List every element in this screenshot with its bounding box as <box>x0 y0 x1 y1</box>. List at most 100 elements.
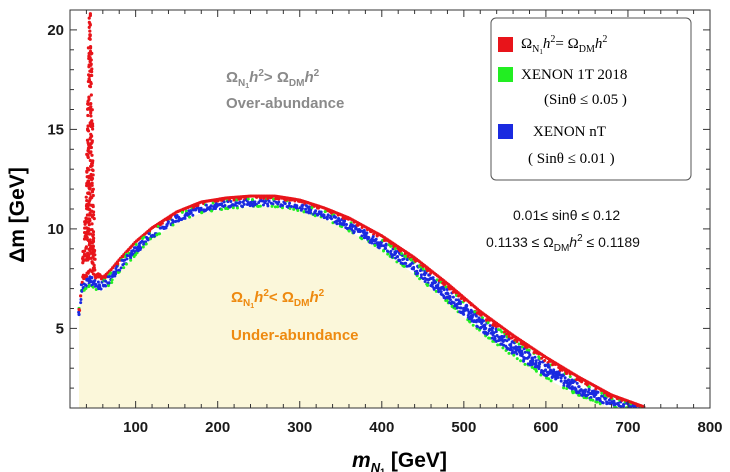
band-point <box>232 198 236 202</box>
axis-ticks: 100 200 300 400 500 600 700 800 5 10 15 20 <box>47 9 723 436</box>
band-point <box>507 337 511 341</box>
band-point <box>609 396 613 400</box>
spike-point <box>88 106 92 110</box>
under-relation-label: ΩN1h2< ΩDMh2 <box>231 288 325 310</box>
band-point <box>94 276 98 280</box>
band-point <box>373 243 377 247</box>
band-point <box>371 235 375 239</box>
band-point <box>204 203 208 207</box>
band-point <box>436 283 440 287</box>
spike-point <box>86 129 91 133</box>
spike-point <box>89 82 93 86</box>
band-point <box>549 379 553 383</box>
spike-point <box>83 222 87 226</box>
band-point <box>180 210 184 214</box>
band-point <box>543 358 547 362</box>
band-point <box>322 216 326 220</box>
band-point <box>262 196 266 200</box>
band-point <box>241 200 245 204</box>
spike-point <box>88 85 93 89</box>
band-point <box>326 213 330 217</box>
edge-point <box>77 312 81 317</box>
band-point <box>84 286 88 290</box>
spike-point <box>88 45 93 50</box>
band-point <box>96 280 100 284</box>
band-point <box>531 358 535 362</box>
x-tick-label: 600 <box>533 419 558 436</box>
band-point <box>397 259 401 263</box>
band-point <box>570 378 574 382</box>
band-point <box>431 276 435 280</box>
spike-point <box>91 213 96 217</box>
band-point <box>512 353 516 357</box>
band-point <box>394 249 398 253</box>
band-point <box>534 369 538 373</box>
band-point <box>77 307 81 312</box>
spike-point <box>90 122 95 126</box>
band-point <box>609 401 613 405</box>
band-point <box>522 359 526 363</box>
spike-point <box>89 62 93 66</box>
y-tick-label: 15 <box>47 121 64 138</box>
band-point <box>426 283 430 287</box>
x-tick-label: 700 <box>615 419 640 436</box>
band-point <box>502 334 506 338</box>
band-point <box>471 313 475 317</box>
band-point <box>471 323 475 327</box>
band-point <box>300 206 304 210</box>
band-point <box>261 199 265 203</box>
band-point <box>492 331 496 335</box>
x-tick-label: 300 <box>287 419 312 436</box>
band-point <box>79 301 83 305</box>
spike-points-group <box>77 12 97 317</box>
band-point <box>402 264 406 268</box>
band-point <box>562 386 566 390</box>
band-point <box>510 336 514 340</box>
band-point <box>345 222 348 226</box>
x-tick-label: 200 <box>205 419 230 436</box>
spike-point <box>91 127 95 131</box>
band-point <box>377 246 381 250</box>
band-point <box>90 275 94 279</box>
band-point <box>289 204 293 208</box>
band-point <box>298 206 302 210</box>
band-point <box>266 202 270 206</box>
band-point <box>475 318 479 322</box>
band-point <box>598 399 602 403</box>
band-point <box>94 288 98 292</box>
band-point <box>575 381 579 385</box>
spike-point <box>88 238 92 242</box>
band-point <box>374 237 378 241</box>
band-point <box>493 335 497 339</box>
band-point <box>360 234 364 238</box>
band-point <box>444 285 448 289</box>
band-point <box>184 209 188 213</box>
band-point <box>568 375 572 379</box>
band-point <box>304 207 308 211</box>
y-tick-label: 10 <box>47 221 64 238</box>
band-point <box>384 246 388 250</box>
spike-point <box>85 138 90 142</box>
band-point <box>342 221 346 224</box>
band-point <box>116 270 120 274</box>
band-point <box>519 359 523 363</box>
band-point <box>589 398 593 402</box>
band-point <box>106 284 110 288</box>
spike-point <box>91 168 95 173</box>
band-point <box>509 345 513 348</box>
band-point <box>523 362 527 366</box>
band-point <box>491 326 495 330</box>
band-point <box>104 279 108 283</box>
band-point <box>559 379 563 383</box>
over-relation-label: ΩN1h2> ΩDMh2 <box>226 68 320 90</box>
band-point <box>429 276 433 280</box>
band-point <box>224 207 228 211</box>
band-point <box>584 388 588 392</box>
spike-point <box>88 37 92 41</box>
band-point <box>89 280 93 284</box>
band-point <box>446 292 450 296</box>
band-point <box>174 219 178 223</box>
spike-point <box>89 73 93 78</box>
band-point <box>472 319 476 323</box>
band-point <box>547 377 551 381</box>
